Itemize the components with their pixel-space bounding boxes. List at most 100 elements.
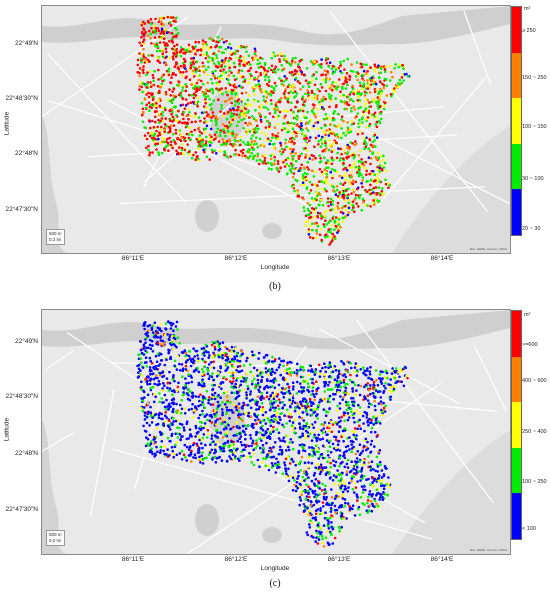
building-point	[138, 88, 141, 91]
building-point	[355, 374, 359, 377]
building-point	[142, 424, 145, 428]
building-point	[373, 173, 377, 177]
building-point	[324, 490, 328, 494]
building-point	[224, 134, 227, 138]
building-point	[307, 209, 311, 212]
building-point	[277, 383, 281, 387]
building-point	[214, 77, 217, 80]
building-point	[246, 128, 250, 131]
building-point	[203, 373, 206, 377]
building-point	[365, 85, 369, 88]
building-point	[228, 69, 231, 73]
building-point	[369, 430, 373, 434]
building-point	[331, 174, 334, 178]
building-point	[294, 105, 297, 109]
building-point	[254, 446, 257, 450]
building-point	[318, 160, 322, 164]
building-point	[202, 105, 206, 108]
building-point	[311, 516, 315, 520]
building-point	[175, 48, 179, 51]
building-point	[206, 113, 210, 116]
building-point	[338, 159, 342, 162]
building-point	[375, 421, 378, 425]
building-point	[197, 116, 201, 119]
building-point	[140, 388, 144, 391]
building-point	[356, 369, 360, 373]
building-point	[351, 465, 354, 468]
building-point	[282, 359, 285, 363]
building-point	[176, 385, 180, 389]
building-point	[164, 322, 168, 325]
building-point	[379, 87, 382, 91]
building-point	[334, 206, 337, 210]
building-point	[304, 434, 307, 437]
building-point	[313, 83, 317, 87]
building-point	[211, 150, 214, 154]
building-point	[378, 180, 382, 183]
building-point	[339, 60, 342, 64]
building-point	[378, 373, 382, 376]
building-point	[247, 54, 251, 57]
building-point	[162, 422, 165, 425]
building-point	[314, 236, 318, 239]
building-point	[237, 413, 241, 416]
building-point	[220, 387, 223, 391]
building-point	[221, 354, 224, 357]
building-point	[181, 48, 184, 51]
building-point	[317, 100, 321, 104]
building-point	[147, 95, 151, 99]
building-point	[378, 121, 382, 125]
building-point	[300, 163, 304, 167]
building-point	[281, 377, 285, 381]
building-point	[158, 104, 162, 108]
building-point	[363, 474, 366, 478]
building-point	[146, 393, 150, 397]
building-point	[329, 461, 333, 465]
building-point	[308, 203, 312, 207]
building-point	[389, 398, 392, 401]
building-point	[343, 419, 346, 422]
building-point	[206, 432, 210, 436]
building-point	[260, 439, 263, 442]
building-point	[367, 495, 370, 499]
building-point	[327, 527, 331, 530]
river-shape	[392, 126, 510, 253]
building-point	[207, 47, 211, 51]
building-point	[211, 341, 214, 344]
building-point	[209, 36, 213, 40]
building-point	[257, 351, 261, 355]
building-point	[370, 426, 374, 430]
building-point	[357, 72, 360, 75]
building-point	[168, 109, 172, 113]
building-point	[138, 84, 141, 88]
building-point	[202, 143, 206, 147]
building-point	[383, 70, 387, 73]
building-point	[276, 108, 280, 112]
building-point	[387, 476, 390, 479]
building-point	[179, 438, 182, 442]
building-point	[256, 444, 259, 448]
building-point	[310, 89, 314, 93]
building-point	[266, 417, 270, 420]
building-point	[323, 211, 327, 214]
building-point	[247, 424, 250, 427]
building-point	[271, 133, 274, 136]
building-point	[202, 403, 205, 406]
building-point	[325, 176, 328, 179]
building-point	[380, 89, 384, 93]
building-point	[200, 454, 203, 458]
building-point	[260, 90, 263, 94]
building-point	[385, 169, 388, 173]
building-point	[354, 140, 357, 143]
building-point	[253, 377, 256, 381]
building-point	[256, 378, 260, 382]
building-point	[184, 354, 187, 358]
building-point	[327, 148, 331, 152]
building-point	[289, 64, 292, 67]
building-point	[318, 233, 322, 237]
building-point	[330, 224, 334, 227]
building-point	[158, 371, 162, 375]
building-point	[347, 95, 350, 99]
building-point	[329, 376, 333, 379]
building-point	[160, 412, 163, 416]
